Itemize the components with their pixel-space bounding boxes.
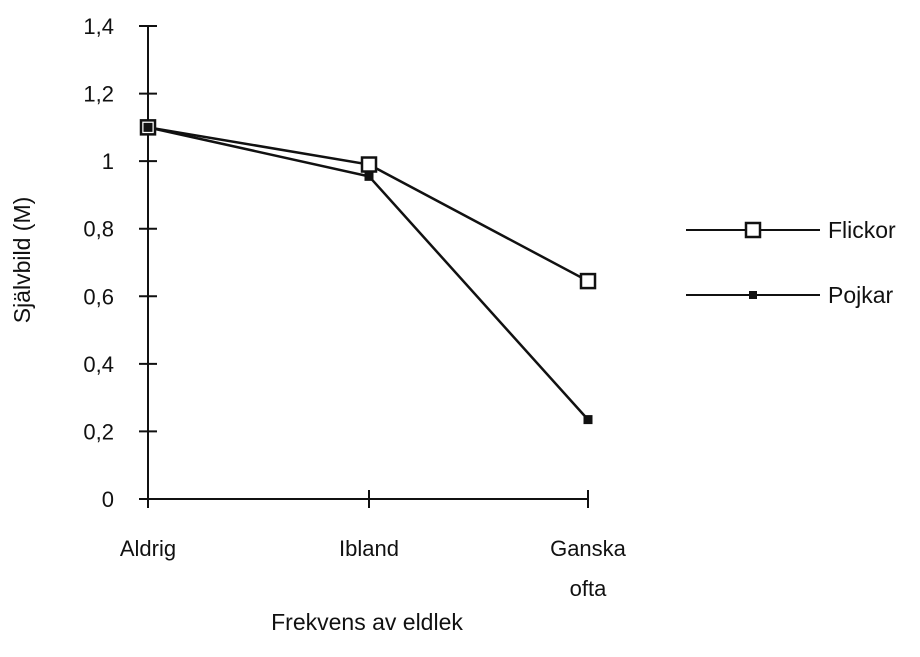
y-tick-label: 0 xyxy=(102,487,114,512)
y-tick-label: 0,8 xyxy=(83,217,114,242)
legend: Flickor Pojkar xyxy=(686,217,896,308)
series-line-flickor xyxy=(147,126,589,283)
data-point-flickor xyxy=(579,272,597,290)
data-point-pojkar xyxy=(583,415,593,425)
y-tick-label: 1 xyxy=(102,149,114,174)
x-tick-label: Ganska xyxy=(550,536,627,561)
chart-series xyxy=(139,119,597,425)
legend-label-flickor: Flickor xyxy=(828,217,896,243)
legend-label-pojkar: Pojkar xyxy=(828,282,894,308)
y-axis-ticks: 0 0,2 0,4 0,6 0,8 1 1,2 1,4 xyxy=(83,14,157,512)
y-tick-label: 0,6 xyxy=(83,284,114,309)
data-point-pojkar xyxy=(364,171,374,181)
y-tick-label: 1,4 xyxy=(83,14,114,39)
chart-axes: 0 0,2 0,4 0,6 0,8 1 1,2 1,4 Aldrig Ibland Ganska o… xyxy=(83,14,626,601)
legend-marker-flickor xyxy=(744,221,762,239)
x-axis-title: Frekvens av eldlek xyxy=(271,609,463,635)
y-tick-label: 1,2 xyxy=(83,82,114,107)
data-point-flickor xyxy=(360,156,378,173)
y-tick-label: 0,2 xyxy=(83,419,114,444)
data-point-pojkar xyxy=(143,122,153,132)
x-tick-label: Aldrig xyxy=(120,536,176,561)
x-tick-label: Ibland xyxy=(339,536,399,561)
y-axis-title: Självbild (M) xyxy=(9,197,35,324)
legend-marker-pojkar xyxy=(749,291,757,299)
y-tick-label: 0,4 xyxy=(83,352,114,377)
x-tick-label: ofta xyxy=(570,576,607,601)
x-axis-ticks: Aldrig Ibland Ganska ofta xyxy=(120,490,627,601)
